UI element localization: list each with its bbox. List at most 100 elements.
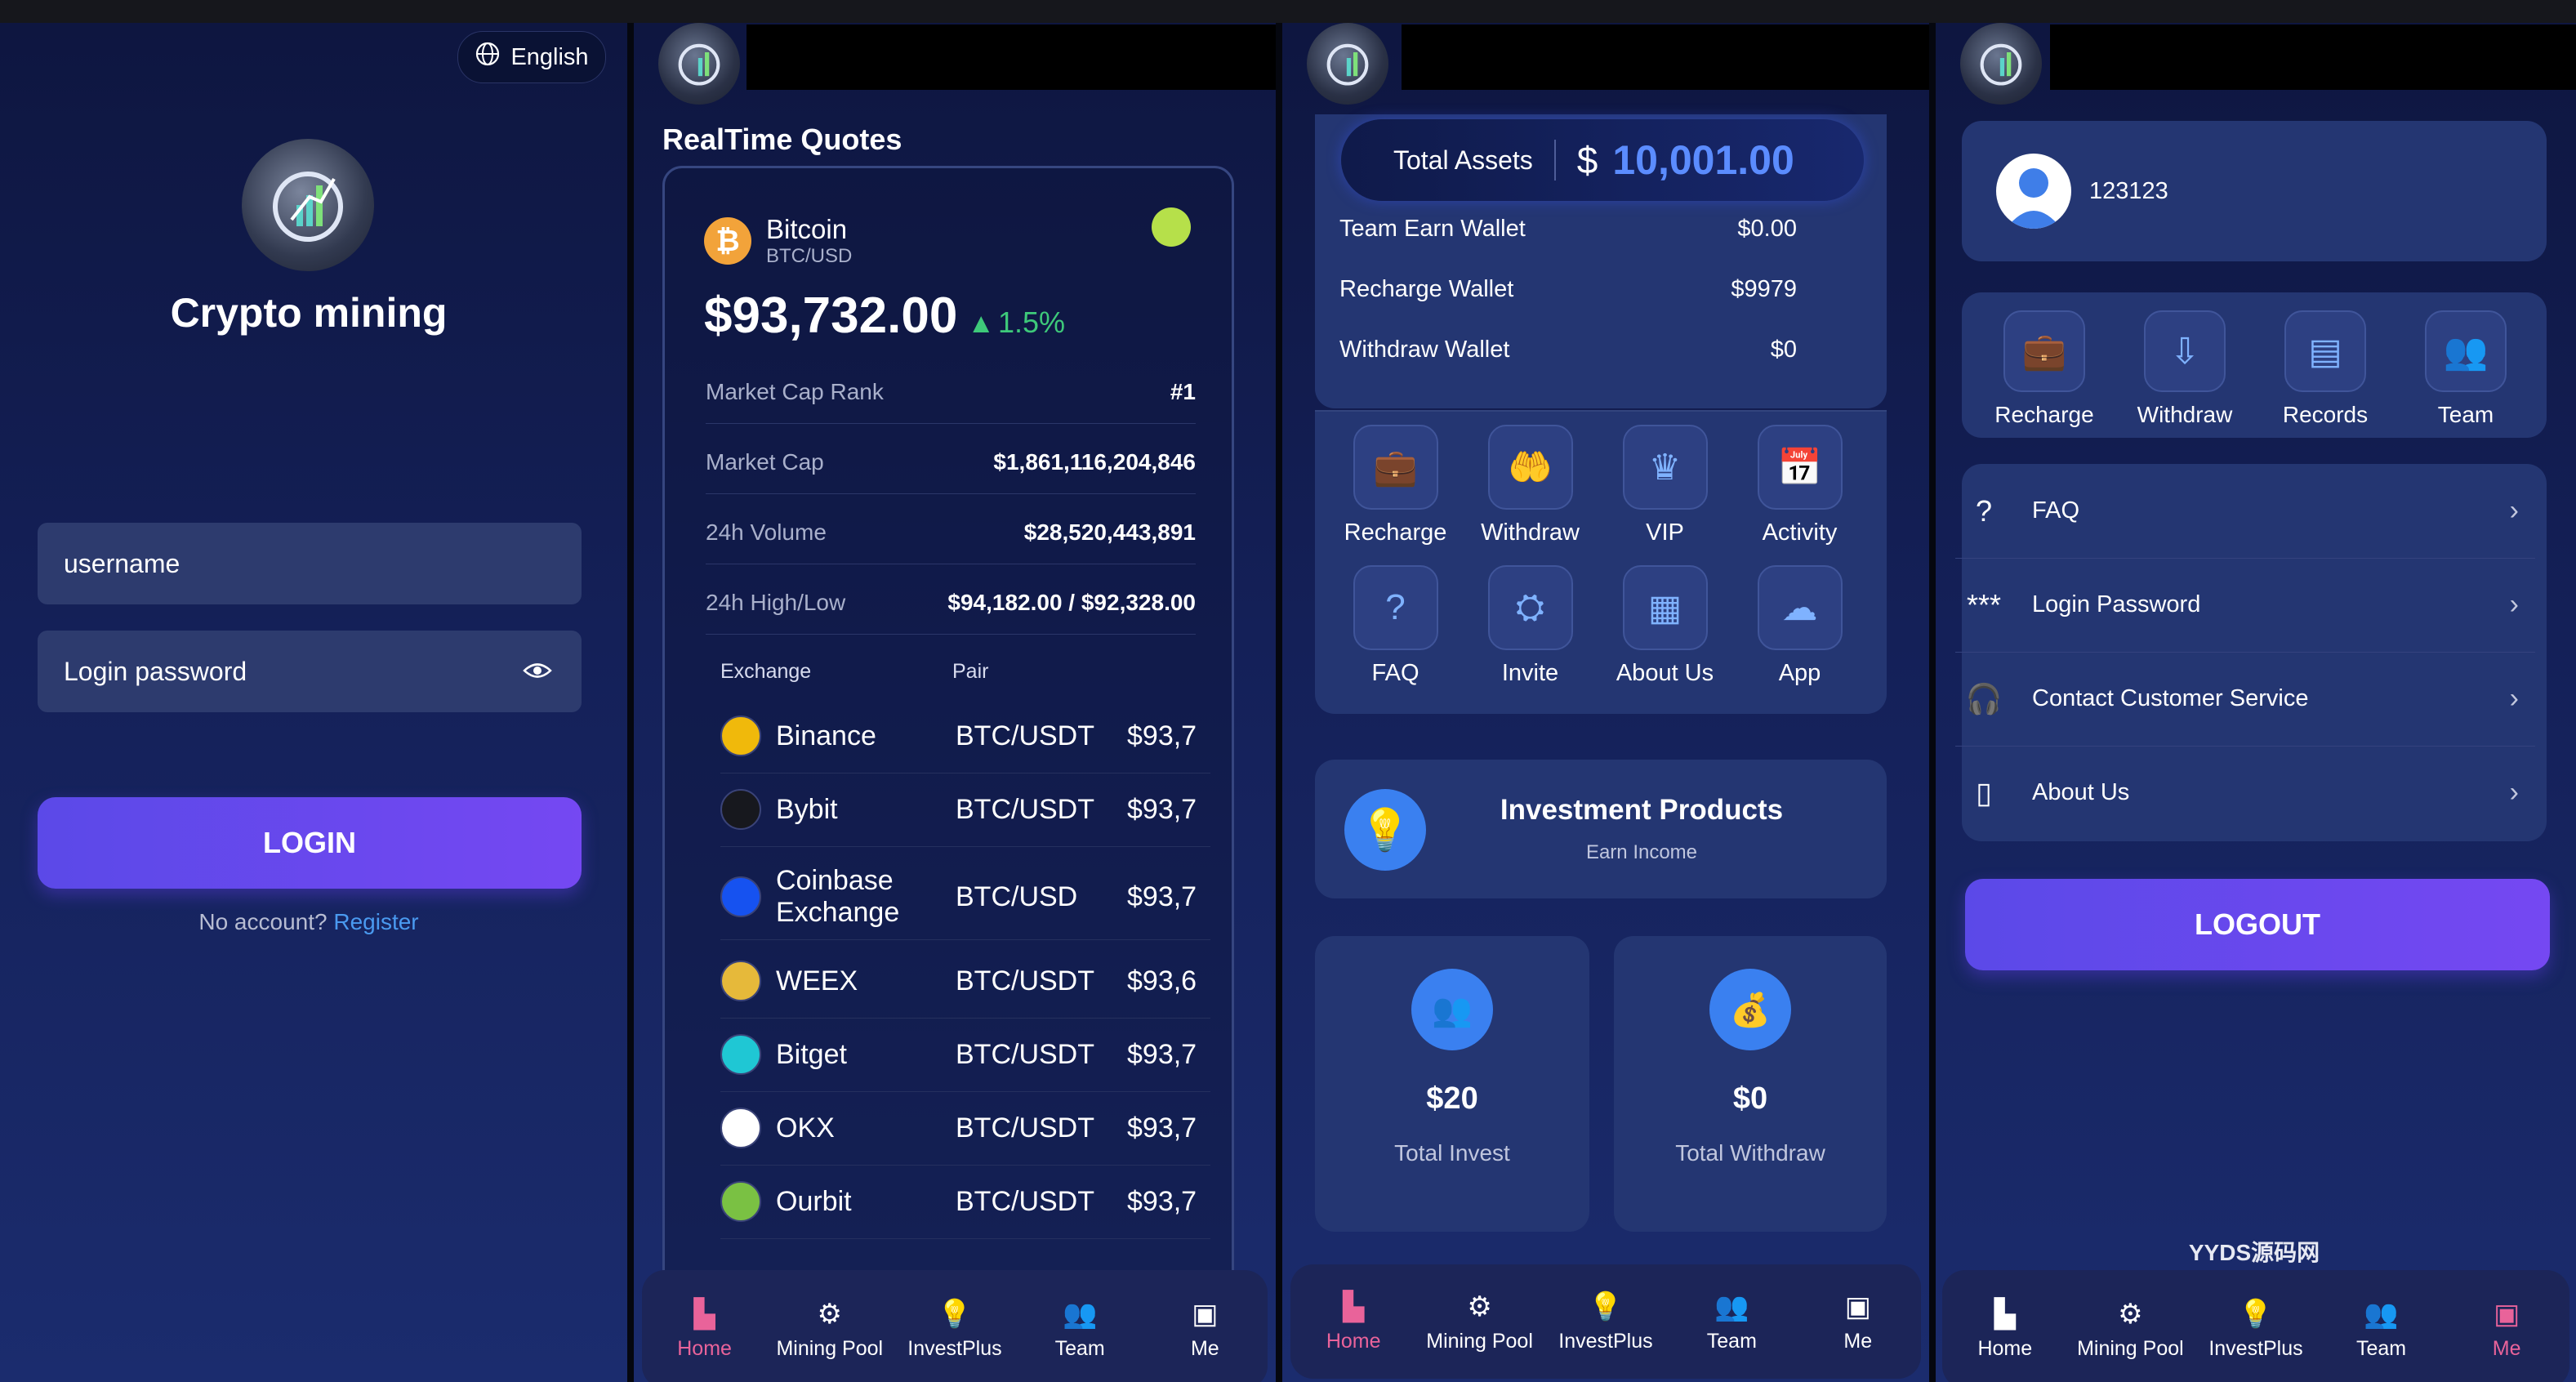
exchange-pair: BTC/USDT	[956, 1185, 1094, 1217]
team-icon: 👥	[2425, 310, 2507, 392]
quick-label: Team	[2437, 402, 2494, 427]
bulb-icon: 💡	[1588, 1291, 1624, 1322]
menu-label: FAQ	[2032, 497, 2080, 524]
lightbulb-dollar-icon: 💡	[1344, 789, 1426, 871]
action-invite[interactable]: ⛭ Invite	[1463, 565, 1598, 687]
menu-faq[interactable]: ? FAQ ›	[1955, 464, 2535, 559]
wallet-label: Team Earn Wallet	[1339, 216, 1526, 242]
action-about-us[interactable]: ▦ About Us	[1598, 565, 1732, 687]
action-withdraw[interactable]: 🤲 Withdraw	[1463, 425, 1598, 546]
quick-team[interactable]: 👥 Team	[2396, 310, 2535, 428]
nav-investplus[interactable]: 💡 InvestPlus	[1544, 1291, 1667, 1353]
home-icon: ▙	[693, 1299, 715, 1330]
wallet-value: $0.00	[1737, 216, 1797, 242]
action-label: Recharge	[1344, 519, 1447, 546]
wallet-value: $9979	[1731, 276, 1797, 302]
action-vip[interactable]: ♛ VIP	[1598, 425, 1732, 546]
username-field[interactable]: username	[38, 523, 582, 604]
exchange-row[interactable]: Bitget BTC/USDT $93,7	[720, 1018, 1210, 1092]
action-app[interactable]: ☁ App	[1732, 565, 1867, 687]
quotes-heading: RealTime Quotes	[662, 123, 902, 156]
nav-home[interactable]: ▙ Home	[1292, 1291, 1415, 1353]
action-faq[interactable]: ? FAQ	[1328, 565, 1463, 687]
nav-investplus[interactable]: 💡 InvestPlus	[894, 1298, 1016, 1361]
language-selector[interactable]: English	[457, 31, 606, 83]
coin-price: $93,732.00	[704, 288, 958, 344]
exchange-price: $93,7	[1127, 720, 1197, 751]
exchange-row[interactable]: Ourbit BTC/USDT $93,7	[720, 1165, 1210, 1239]
nav-mining-pool[interactable]: ⚙ Mining Pool	[1419, 1291, 1541, 1353]
coin-header: ₿ Bitcoin BTC/USD	[704, 214, 852, 268]
home-screen: Total Assets $ 10,001.00 Team Earn Walle…	[1282, 23, 1929, 1382]
withdraw-icon: ⇩	[2144, 310, 2226, 392]
exchange-price: $93,7	[1127, 1185, 1197, 1217]
headset-icon: 🎧	[1965, 681, 2003, 716]
menu-label: Login Password	[2032, 591, 2201, 617]
app-logo-small	[1960, 23, 2042, 105]
nav-mining-pool[interactable]: ⚙ Mining Pool	[769, 1298, 891, 1361]
nav-team[interactable]: 👥 Team	[1018, 1298, 1141, 1361]
redacted-header	[1402, 25, 1929, 90]
panel-divider	[1929, 23, 1936, 1382]
exchange-price: $93,7	[1127, 880, 1197, 912]
exchange-row[interactable]: WEEX BTC/USDT $93,6	[720, 944, 1210, 1019]
home-icon: ▙	[1343, 1291, 1365, 1322]
exchange-name-line1: Binance	[776, 720, 876, 751]
stat-value: #1	[1170, 379, 1196, 404]
exchange-name: OKX	[776, 1112, 956, 1144]
bulb-icon: 💡	[2238, 1299, 2274, 1330]
nav-me[interactable]: ▣ Me	[1143, 1298, 1266, 1361]
menu-contact-customer-service[interactable]: 🎧 Contact Customer Service ›	[1955, 652, 2535, 747]
invite-users-icon: ⛭	[1487, 565, 1573, 650]
nav-me[interactable]: ▣ Me	[2445, 1298, 2568, 1361]
app-title: Crypto mining	[170, 290, 448, 336]
action-activity[interactable]: 📅 Activity	[1732, 425, 1867, 546]
exchange-row[interactable]: Coinbase Exchange BTC/USD $93,7	[720, 854, 1210, 940]
nav-home[interactable]: ▙ Home	[1944, 1298, 2066, 1361]
exchange-name-line1: Ourbit	[776, 1185, 852, 1217]
action-label: Withdraw	[1481, 519, 1580, 546]
nav-label: InvestPlus	[2208, 1337, 2303, 1360]
exchange-row[interactable]: Binance BTC/USDT $93,7	[720, 699, 1210, 773]
coin-pair: BTC/USD	[766, 245, 853, 267]
hand-money-icon: 🤲	[1487, 425, 1573, 510]
nav-me[interactable]: ▣ Me	[1797, 1291, 1919, 1353]
quick-recharge[interactable]: 💼 Recharge	[1975, 310, 2114, 428]
nav-label: Me	[2492, 1337, 2521, 1360]
logout-button[interactable]: LOGOUT	[1965, 879, 2550, 970]
exchange-pair: BTC/USDT	[956, 1112, 1094, 1143]
book-icon: ▯	[1976, 775, 1992, 809]
exchange-name-line1: Coinbase	[776, 865, 894, 896]
exchange-name: WEEX	[776, 965, 956, 997]
eye-icon[interactable]	[523, 658, 552, 689]
no-account-text: No account?	[198, 909, 328, 934]
nav-investplus[interactable]: 💡 InvestPlus	[2195, 1298, 2317, 1361]
exchange-pair: BTC/USDT	[956, 720, 1094, 751]
exchange-name: Bitget	[776, 1039, 956, 1071]
password-field[interactable]: Login password	[38, 631, 582, 712]
quick-withdraw[interactable]: ⇩ Withdraw	[2115, 310, 2254, 428]
menu-login-password[interactable]: *** Login Password ›	[1955, 558, 2535, 653]
nav-home[interactable]: ▙ Home	[644, 1298, 766, 1361]
nav-mining-pool[interactable]: ⚙ Mining Pool	[2069, 1298, 2191, 1361]
exchange-row[interactable]: OKX BTC/USDT $93,7	[720, 1091, 1210, 1166]
action-label: Activity	[1762, 519, 1838, 546]
quotes-screen: RealTime Quotes ₿ Bitcoin BTC/USD $93,73…	[634, 23, 1276, 1382]
nav-team[interactable]: 👥 Team	[1670, 1291, 1793, 1353]
quick-records[interactable]: ▤ Records	[2256, 310, 2395, 428]
exchange-row[interactable]: Bybit BTC/USDT $93,7	[720, 773, 1210, 847]
nav-team[interactable]: 👥 Team	[2320, 1298, 2443, 1361]
chip-icon: ⚙	[2118, 1299, 2143, 1330]
login-button[interactable]: LOGIN	[38, 797, 582, 889]
panel-divider	[627, 23, 634, 1382]
total-withdraw-label: Total Withdraw	[1675, 1140, 1825, 1166]
app-logo	[242, 139, 374, 271]
total-invest-card: 👥 $20 Total Invest	[1315, 936, 1589, 1232]
menu-about-us[interactable]: ▯ About Us ›	[1955, 746, 2535, 840]
user-card-icon: ▣	[1844, 1291, 1871, 1322]
register-link[interactable]: Register	[333, 909, 419, 934]
nav-label: InvestPlus	[907, 1337, 1002, 1360]
investment-products-card[interactable]: 💡 Investment Products Earn Income	[1315, 760, 1887, 898]
action-recharge[interactable]: 💼 Recharge	[1328, 425, 1463, 546]
exchange-pair: BTC/USDT	[956, 1038, 1094, 1070]
